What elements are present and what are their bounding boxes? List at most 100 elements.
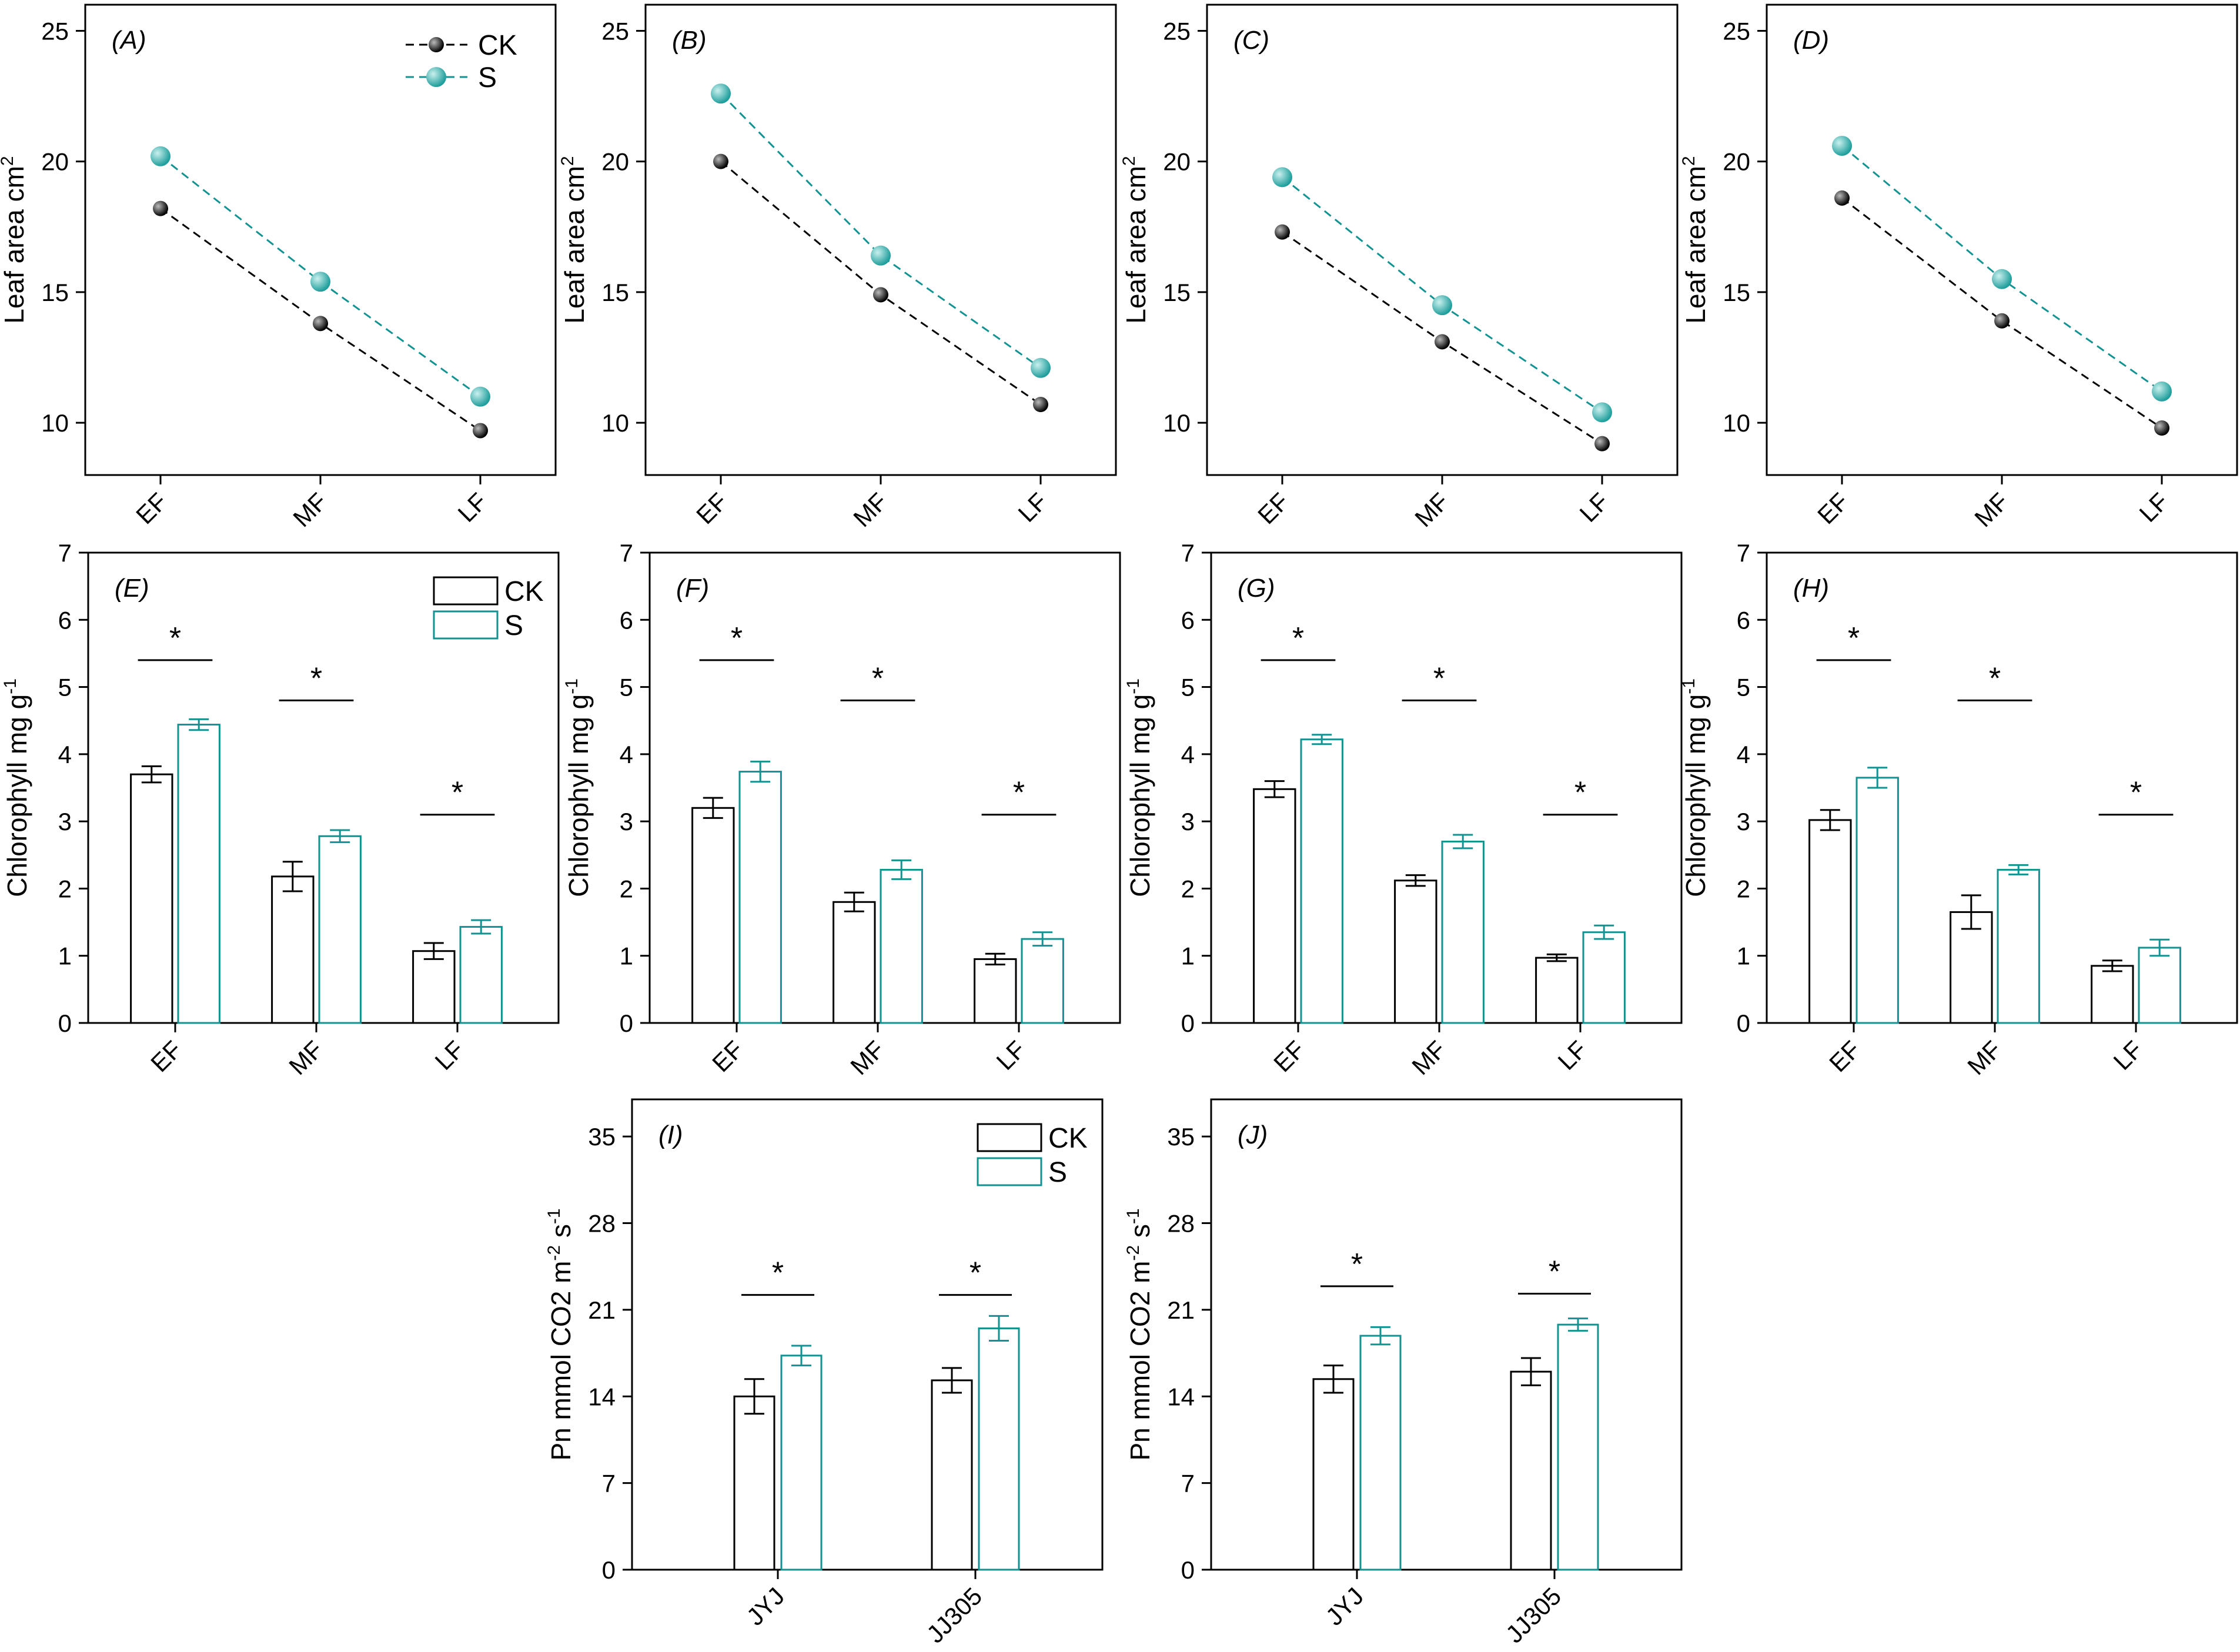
data-point-s <box>1832 136 1852 156</box>
y-tick-label: 2 <box>1737 875 1750 902</box>
bar-ck <box>1808 819 1852 1024</box>
error-bar <box>1820 809 1840 831</box>
x-tick-label: EF <box>1268 1035 1310 1077</box>
legend: CKS <box>406 30 517 93</box>
legend-label-ck: CK <box>478 30 517 61</box>
legend-label-s: S <box>504 610 523 641</box>
y-axis-label-text: Leaf area cm <box>0 166 29 323</box>
y-axis-label-sup: -1 <box>544 1208 564 1224</box>
x-tick-label: MF <box>283 1035 328 1080</box>
data-point-s <box>711 83 731 104</box>
significance-star: * <box>1549 1255 1560 1289</box>
y-axis-label: Chlorophyll mg g-1 <box>1124 678 1155 897</box>
data-point-ck <box>1275 224 1290 240</box>
data-point-ck <box>1594 436 1610 452</box>
bar-s <box>1359 1335 1402 1571</box>
panel-c: 10 15 20 25 EF MF LF Leaf area cm2 (C) <box>1119 4 1679 532</box>
x-tick-label: MF <box>848 487 892 532</box>
y-tick-label: 15 <box>1723 279 1750 306</box>
bar-ck <box>931 1379 973 1571</box>
y-tick-label: 6 <box>1181 606 1195 634</box>
x-tick-label: EF <box>1824 1035 1865 1077</box>
y-tick-label: 14 <box>1167 1383 1195 1410</box>
y-axis-label-text: Pn mmol CO2 m <box>546 1261 576 1461</box>
y-tick-label: 1 <box>620 942 633 970</box>
data-point-ck <box>473 423 488 439</box>
y-tick-label: 0 <box>1181 1556 1195 1584</box>
error-bar <box>2149 938 2170 957</box>
significance-star: * <box>1848 621 1860 656</box>
bar-ck <box>271 875 315 1024</box>
y-axis-label: Leaf area cm2 <box>0 156 29 323</box>
y-axis-label: Pn mmol CO2 m-2 s-1 <box>1124 1208 1155 1460</box>
x-tick-label: EF <box>691 487 733 529</box>
y-tick-label: 0 <box>58 1009 72 1037</box>
bar-s <box>1300 738 1343 1024</box>
plot-frame <box>631 1098 1104 1571</box>
y-axis-label-sup: 2 <box>1119 156 1139 166</box>
significance-star: * <box>452 776 463 810</box>
panel-label: (H) <box>1793 574 1829 603</box>
bar-s <box>738 771 782 1024</box>
bar-s <box>1441 840 1485 1024</box>
error-bar <box>1264 780 1285 798</box>
x-tick-label: LF <box>1552 1035 1592 1075</box>
bar-s <box>318 835 362 1024</box>
significance-star: * <box>1433 661 1445 695</box>
data-point-s <box>1031 357 1051 378</box>
legend-label-ck: CK <box>1048 1123 1088 1154</box>
panel-a: 10 15 20 25 EF MF LF Leaf area cm2 (A) CKS <box>0 4 557 532</box>
y-tick-label: 3 <box>620 808 633 835</box>
x-tick-label: LF <box>452 487 492 527</box>
data-point-s <box>1432 295 1452 316</box>
y-tick-label: 35 <box>588 1123 616 1151</box>
panel-label: (B) <box>672 26 707 55</box>
y-axis-label-text: s <box>1125 1224 1155 1245</box>
error-bar <box>1961 894 1981 930</box>
error-bar <box>1867 767 1888 789</box>
legend-swatch-s <box>977 1157 1042 1186</box>
y-tick-label: 25 <box>41 17 69 45</box>
y-axis-label: Chlorophyll mg g-1 <box>1679 678 1711 897</box>
error-bar <box>1323 1365 1343 1394</box>
y-tick-label: 5 <box>620 674 633 701</box>
bar-s <box>1021 938 1064 1024</box>
y-tick-label: 5 <box>1737 674 1750 701</box>
y-tick-label: 10 <box>41 409 69 437</box>
y-tick-label: 1 <box>58 942 72 970</box>
panel-e: 0 1 2 3 4 5 6 7 EF MF LF Chlorophyll mg g-1 (E) * * * CK… <box>1 539 560 1080</box>
y-tick-label: 28 <box>588 1210 616 1238</box>
y-axis-label-text: Pn mmol CO2 m <box>1125 1261 1155 1461</box>
x-tick-label: EF <box>131 487 172 529</box>
bar-s <box>1557 1323 1599 1571</box>
y-tick-label: 4 <box>620 741 633 768</box>
legend-swatch-s <box>433 610 499 640</box>
y-axis-label: Chlorophyll mg g-1 <box>562 678 594 897</box>
y-tick-label: 10 <box>1723 409 1750 437</box>
y-axis-label-text: s <box>546 1224 576 1245</box>
y-axis-label-sup: -2 <box>544 1245 564 1261</box>
plot-frame <box>1766 4 2238 476</box>
error-bar <box>985 952 1005 966</box>
x-tick-label: LF <box>2108 1035 2148 1075</box>
error-bar <box>703 797 723 819</box>
error-bar <box>189 718 209 731</box>
data-point-s <box>470 386 490 407</box>
y-tick-label: 3 <box>1737 808 1750 835</box>
y-tick-label: 7 <box>58 539 72 567</box>
data-point-s <box>871 245 891 266</box>
y-tick-label: 2 <box>58 875 72 902</box>
data-point-ck <box>1994 313 2010 329</box>
bar-s <box>1997 868 2040 1024</box>
bar-ck <box>833 901 876 1024</box>
y-tick-label: 1 <box>1737 942 1750 970</box>
error-bar <box>750 760 771 783</box>
error-bar <box>989 1315 1009 1342</box>
y-tick-label: 6 <box>58 606 72 634</box>
data-point-ck <box>1033 397 1048 412</box>
y-tick-label: 5 <box>58 674 72 701</box>
bar-ck <box>1950 911 1993 1024</box>
y-axis-label-sup: -1 <box>1124 1208 1143 1224</box>
x-tick-label: LF <box>1574 487 1614 527</box>
data-point-ck <box>1834 190 1850 206</box>
